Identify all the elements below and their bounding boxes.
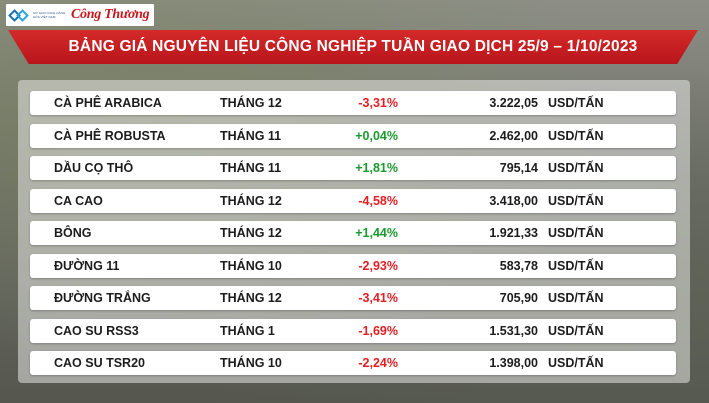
price-change: +0,04% (355, 128, 398, 143)
price-value: 1.398,00 (489, 356, 538, 370)
contract-month: THÁNG 12 (220, 193, 282, 208)
contract-month: THÁNG 12 (220, 226, 282, 240)
price-unit: USD/TẤN (548, 356, 604, 370)
price-unit: USD/TẤN (548, 161, 604, 175)
contract-month: THÁNG 12 (220, 96, 282, 110)
price-unit: USD/TẤN (548, 96, 604, 110)
table-row: CA CAO THÁNG 12 -4,58% 3.418,00 USD/TẤN (30, 188, 676, 213)
commodity-name: CAO SU RSS3 (54, 323, 139, 338)
table-row: CÀ PHÊ ARABICA THÁNG 12 -3,31% 3.222,05 USD/… (30, 91, 676, 115)
commodity-name: CÀ PHÊ ROBUSTA (54, 128, 166, 143)
price-change: -2,93% (358, 258, 398, 273)
table-row: ĐƯỜNG TRẮNG THÁNG 12 -3,41% 705,90 USD/TẤN (30, 286, 676, 310)
contract-month: THÁNG 11 (220, 161, 282, 175)
price-value: 583,78 (499, 258, 538, 273)
table-row: DẦU CỌ THÔ THÁNG 11 +1,81% 795,14 USD/TẤN (30, 156, 676, 180)
price-change: -4,58% (358, 193, 398, 208)
exchange-logo-icon (8, 9, 30, 22)
price-change: -3,41% (358, 291, 398, 305)
price-change: +1,81% (355, 161, 398, 175)
price-value: 705,90 (499, 291, 538, 305)
price-unit: USD/TẤN (548, 258, 604, 273)
price-value: 3.418,00 (489, 193, 538, 208)
commodity-name: DẦU CỌ THÔ (54, 161, 134, 175)
price-change: -2,24% (358, 356, 398, 370)
exchange-logo-text: SỞ GIAO DỊCH HÀNG HÓA VIỆT NAM (33, 11, 66, 19)
contract-month: THÁNG 10 (220, 258, 282, 273)
price-value: 795,14 (499, 161, 538, 175)
price-change: -3,31% (358, 96, 398, 110)
commodity-name: BÔNG (54, 226, 92, 240)
table-row: ĐƯỜNG 11 THÁNG 10 -2,93% 583,78 USD/TẤN (30, 253, 676, 278)
price-unit: USD/TẤN (548, 291, 604, 305)
commodity-name: CAO SU TSR20 (54, 356, 145, 370)
price-value: 1.531,30 (489, 323, 538, 338)
price-change: +1,44% (355, 226, 398, 240)
title-banner: BẢNG GIÁ NGUYÊN LIỆU CÔNG NGHIỆP TUẦN GI… (8, 30, 698, 64)
commodity-name: ĐƯỜNG 11 (54, 258, 120, 273)
commodity-name: ĐƯỜNG TRẮNG (54, 291, 151, 305)
table-row: CAO SU RSS3 THÁNG 1 -1,69% 1.531,30 USD/TẤN (30, 318, 676, 343)
logo-bar: SỞ GIAO DỊCH HÀNG HÓA VIỆT NAM Công Thươ… (6, 4, 154, 26)
price-unit: USD/TẤN (548, 193, 604, 208)
price-unit: USD/TẤN (548, 323, 604, 338)
commodity-name: CÀ PHÊ ARABICA (54, 96, 162, 110)
table-row: CAO SU TSR20 THÁNG 10 -2,24% 1.398,00 USD/TẤ… (30, 351, 676, 375)
contract-month: THÁNG 1 (220, 323, 275, 338)
page-title: BẢNG GIÁ NGUYÊN LIỆU CÔNG NGHIỆP TUẦN GI… (68, 38, 638, 55)
table-row: CÀ PHÊ ROBUSTA THÁNG 11 +0,04% 2.462,00 USD/… (30, 123, 676, 148)
price-value: 3.222,05 (489, 96, 538, 110)
contract-month: THÁNG 11 (220, 128, 282, 143)
contract-month: THÁNG 10 (220, 356, 282, 370)
price-unit: USD/TẤN (548, 226, 604, 240)
commodity-name: CA CAO (54, 193, 103, 208)
contract-month: THÁNG 12 (220, 291, 282, 305)
table-row: BÔNG THÁNG 12 +1,44% 1.921,33 USD/TẤN (30, 221, 676, 245)
price-value: 2.462,00 (489, 128, 538, 143)
price-unit: USD/TẤN (548, 128, 604, 143)
price-change: -1,69% (358, 323, 398, 338)
price-value: 1.921,33 (489, 226, 538, 240)
brand-logo: Công Thương (71, 7, 150, 22)
